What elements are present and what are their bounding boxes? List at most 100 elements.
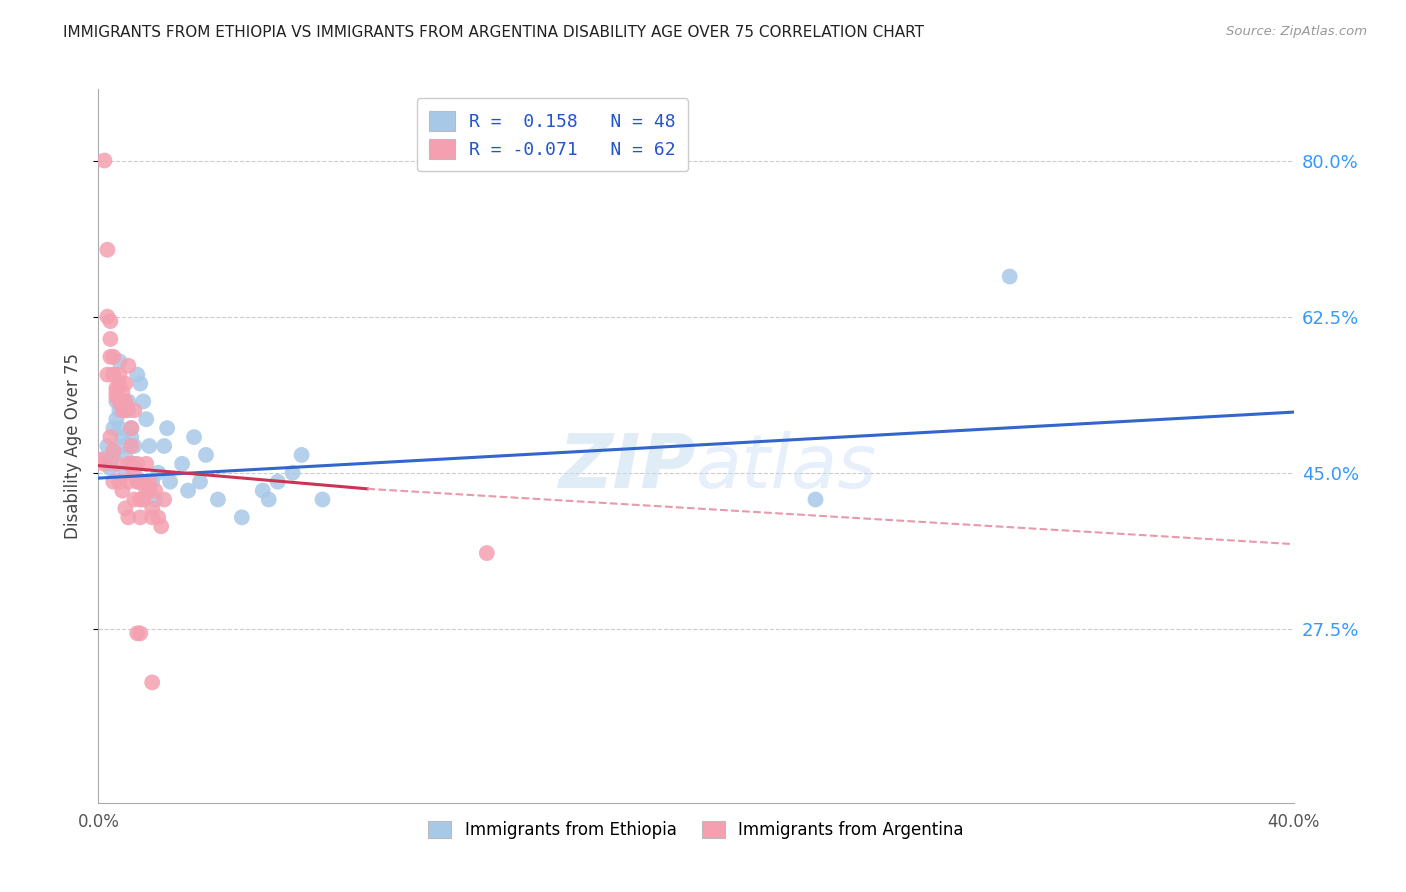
Point: [127, 475, 149, 489]
Point: [141, 475, 163, 489]
Point: [231, 510, 253, 524]
Point: [207, 492, 229, 507]
Point: [132, 475, 155, 489]
Point: [98, 350, 122, 364]
Point: [105, 381, 128, 395]
Point: [108, 354, 131, 368]
Point: [98, 430, 122, 444]
Point: [311, 492, 333, 507]
Point: [108, 368, 131, 382]
Point: [153, 492, 176, 507]
Point: [117, 359, 139, 373]
Point: [252, 483, 274, 498]
Point: [111, 483, 134, 498]
Point: [111, 430, 134, 444]
Point: [998, 269, 1021, 284]
Point: [93, 153, 115, 168]
Point: [96, 368, 118, 382]
Point: [159, 475, 181, 489]
Point: [103, 350, 125, 364]
Point: [156, 421, 179, 435]
Point: [120, 457, 142, 471]
Point: [120, 439, 142, 453]
Point: [105, 457, 128, 471]
Point: [141, 510, 163, 524]
Point: [143, 492, 166, 507]
Point: [141, 501, 163, 516]
Point: [129, 475, 152, 489]
Point: [172, 457, 194, 471]
Point: [177, 483, 200, 498]
Point: [108, 421, 131, 435]
Point: [103, 368, 125, 382]
Point: [148, 466, 170, 480]
Point: [135, 483, 157, 498]
Point: [96, 243, 118, 257]
Point: [111, 394, 134, 409]
Point: [188, 475, 211, 489]
Point: [281, 466, 304, 480]
Point: [117, 403, 139, 417]
Point: [138, 475, 160, 489]
Point: [98, 332, 122, 346]
Point: [111, 403, 134, 417]
Point: [114, 403, 136, 417]
Point: [114, 501, 136, 516]
Point: [108, 394, 131, 409]
Point: [103, 448, 125, 462]
Point: [105, 390, 128, 404]
Point: [114, 376, 136, 391]
Point: [103, 443, 125, 458]
Point: [93, 457, 115, 471]
Point: [132, 492, 155, 507]
Point: [96, 310, 118, 324]
Point: [127, 368, 149, 382]
Text: Source: ZipAtlas.com: Source: ZipAtlas.com: [1226, 25, 1367, 38]
Point: [103, 421, 125, 435]
Text: IMMIGRANTS FROM ETHIOPIA VS IMMIGRANTS FROM ARGENTINA DISABILITY AGE OVER 75 COR: IMMIGRANTS FROM ETHIOPIA VS IMMIGRANTS F…: [63, 25, 924, 40]
Point: [129, 510, 152, 524]
Point: [114, 466, 136, 480]
Point: [90, 452, 112, 467]
Point: [135, 412, 157, 426]
Point: [120, 421, 142, 435]
Point: [105, 394, 128, 409]
Point: [105, 412, 128, 426]
Point: [150, 519, 173, 533]
Point: [141, 675, 163, 690]
Point: [117, 510, 139, 524]
Point: [291, 448, 314, 462]
Point: [132, 394, 155, 409]
Point: [129, 626, 152, 640]
Point: [124, 439, 146, 453]
Point: [148, 510, 170, 524]
Point: [195, 448, 218, 462]
Point: [129, 492, 152, 507]
Text: ZIP: ZIP: [558, 431, 696, 504]
Point: [153, 439, 176, 453]
Point: [475, 546, 498, 560]
Point: [124, 466, 146, 480]
Point: [98, 457, 122, 471]
Point: [117, 475, 139, 489]
Point: [138, 439, 160, 453]
Point: [127, 475, 149, 489]
Point: [804, 492, 827, 507]
Point: [257, 492, 280, 507]
Point: [120, 421, 142, 435]
Point: [96, 439, 118, 453]
Point: [98, 314, 122, 328]
Point: [93, 452, 115, 467]
Point: [117, 457, 139, 471]
Point: [111, 385, 134, 400]
Text: atlas: atlas: [696, 432, 877, 503]
Point: [114, 394, 136, 409]
Point: [143, 483, 166, 498]
Point: [103, 475, 125, 489]
Point: [103, 368, 125, 382]
Legend: Immigrants from Ethiopia, Immigrants from Argentina: Immigrants from Ethiopia, Immigrants fro…: [422, 814, 970, 846]
Point: [183, 430, 205, 444]
Point: [120, 430, 142, 444]
Y-axis label: Disability Age Over 75: Disability Age Over 75: [65, 353, 83, 539]
Point: [108, 475, 131, 489]
